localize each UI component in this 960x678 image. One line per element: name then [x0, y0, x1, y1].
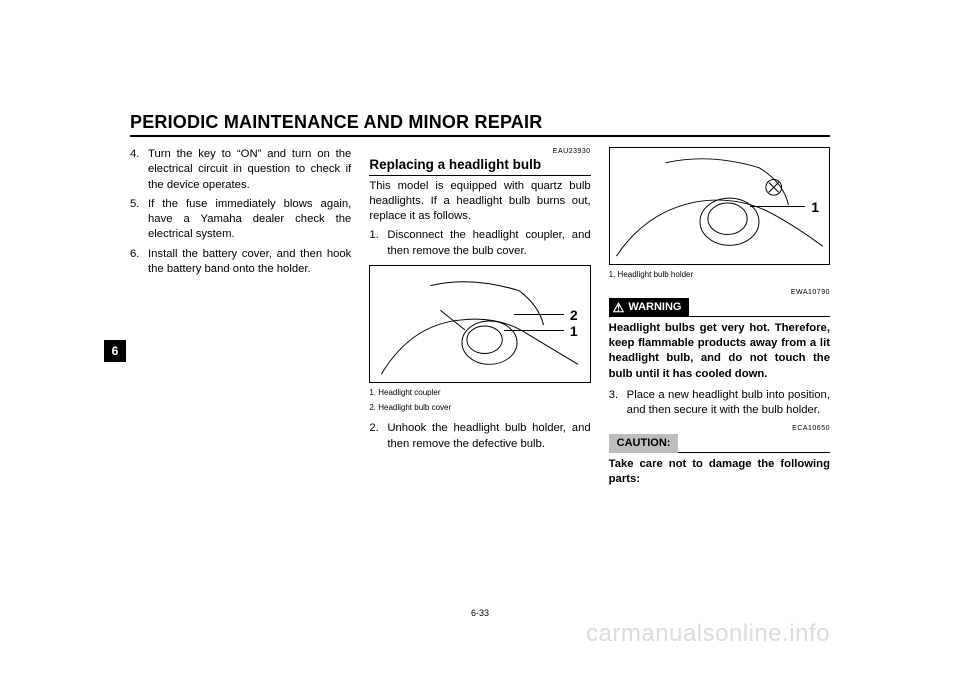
item-text: Install the battery cover, and then hook…: [148, 247, 351, 278]
watermark: carmanualsonline.info: [586, 620, 830, 648]
intro-text: This model is equipped with quartz bulb …: [369, 179, 590, 225]
item-text: Place a new headlight bulb into position…: [627, 388, 830, 419]
figure-lead-line: [514, 314, 564, 315]
item-text: Disconnect the headlight coupler, and th…: [387, 228, 590, 259]
warning-text: Headlight bulbs get very hot. Therefore,…: [609, 321, 830, 382]
section-heading: Replacing a headlight bulb: [369, 156, 590, 174]
figure-caption: 1. Headlight coupler: [369, 387, 590, 398]
warning-icon: ⚠: [613, 301, 625, 314]
warning-label-text: WARNING: [628, 300, 681, 315]
col3-list: 3. Place a new headlight bulb into posit…: [609, 388, 830, 419]
warning-label: ⚠ WARNING: [609, 298, 690, 317]
heading-row: Replacing a headlight bulb: [369, 156, 590, 175]
figure-lead-line: [750, 206, 805, 207]
col2-list: 1. Disconnect the headlight coupler, and…: [369, 228, 590, 259]
figure-headlight-coupler: 2 1: [369, 265, 590, 383]
item-number: 6.: [130, 247, 148, 278]
figure-caption: 1. Headlight bulb holder: [609, 269, 830, 280]
caution-label: CAUTION:: [609, 434, 679, 453]
list-item: 6. Install the battery cover, and then h…: [130, 247, 351, 278]
ref-code: ECA10650: [609, 424, 830, 433]
manual-page: PERIODIC MAINTENANCE AND MINOR REPAIR 6 …: [0, 0, 960, 678]
item-number: 2.: [369, 421, 387, 452]
ref-code: EAU23930: [369, 147, 590, 156]
section-tab: 6: [104, 340, 126, 362]
content-columns: 4. Turn the key to “ON” and turn on the …: [130, 147, 830, 487]
list-item: 4. Turn the key to “ON” and turn on the …: [130, 147, 351, 193]
figure-caption: 2. Headlight bulb cover: [369, 402, 590, 413]
caution-text: Take care not to damage the following pa…: [609, 457, 830, 488]
figure-sketch: [370, 266, 589, 382]
warning-block: ⚠ WARNING Headlight bulbs get very hot. …: [609, 298, 830, 382]
figure-lead-line: [504, 330, 564, 331]
page-number: 6-33: [0, 608, 960, 618]
caution-block: CAUTION: Take care not to damage the fol…: [609, 434, 830, 487]
list-item: 3. Place a new headlight bulb into posit…: [609, 388, 830, 419]
figure-bulb-holder: 1: [609, 147, 830, 265]
col1-list: 4. Turn the key to “ON” and turn on the …: [130, 147, 351, 277]
item-number: 4.: [130, 147, 148, 193]
item-number: 3.: [609, 388, 627, 419]
chapter-title: PERIODIC MAINTENANCE AND MINOR REPAIR: [130, 112, 830, 133]
figure-callout-1: 1: [811, 198, 819, 217]
column-3: 1 1. Headlight bulb holder EWA10790 ⚠ WA…: [609, 147, 830, 487]
item-number: 1.: [369, 228, 387, 259]
item-text: Unhook the headlight bulb holder, and th…: [387, 421, 590, 452]
title-rule: [130, 135, 830, 137]
column-2: EAU23930 Replacing a headlight bulb This…: [369, 147, 590, 487]
list-item: 1. Disconnect the headlight coupler, and…: [369, 228, 590, 259]
item-text: Turn the key to “ON” and turn on the ele…: [148, 147, 351, 193]
figure-callout-1: 1: [570, 322, 578, 341]
column-1: 4. Turn the key to “ON” and turn on the …: [130, 147, 351, 487]
col2-list-2: 2. Unhook the headlight bulb holder, and…: [369, 421, 590, 452]
item-number: 5.: [130, 197, 148, 243]
list-item: 2. Unhook the headlight bulb holder, and…: [369, 421, 590, 452]
item-text: If the fuse immediately blows again, hav…: [148, 197, 351, 243]
list-item: 5. If the fuse immediately blows again, …: [130, 197, 351, 243]
ref-code: EWA10790: [609, 288, 830, 297]
